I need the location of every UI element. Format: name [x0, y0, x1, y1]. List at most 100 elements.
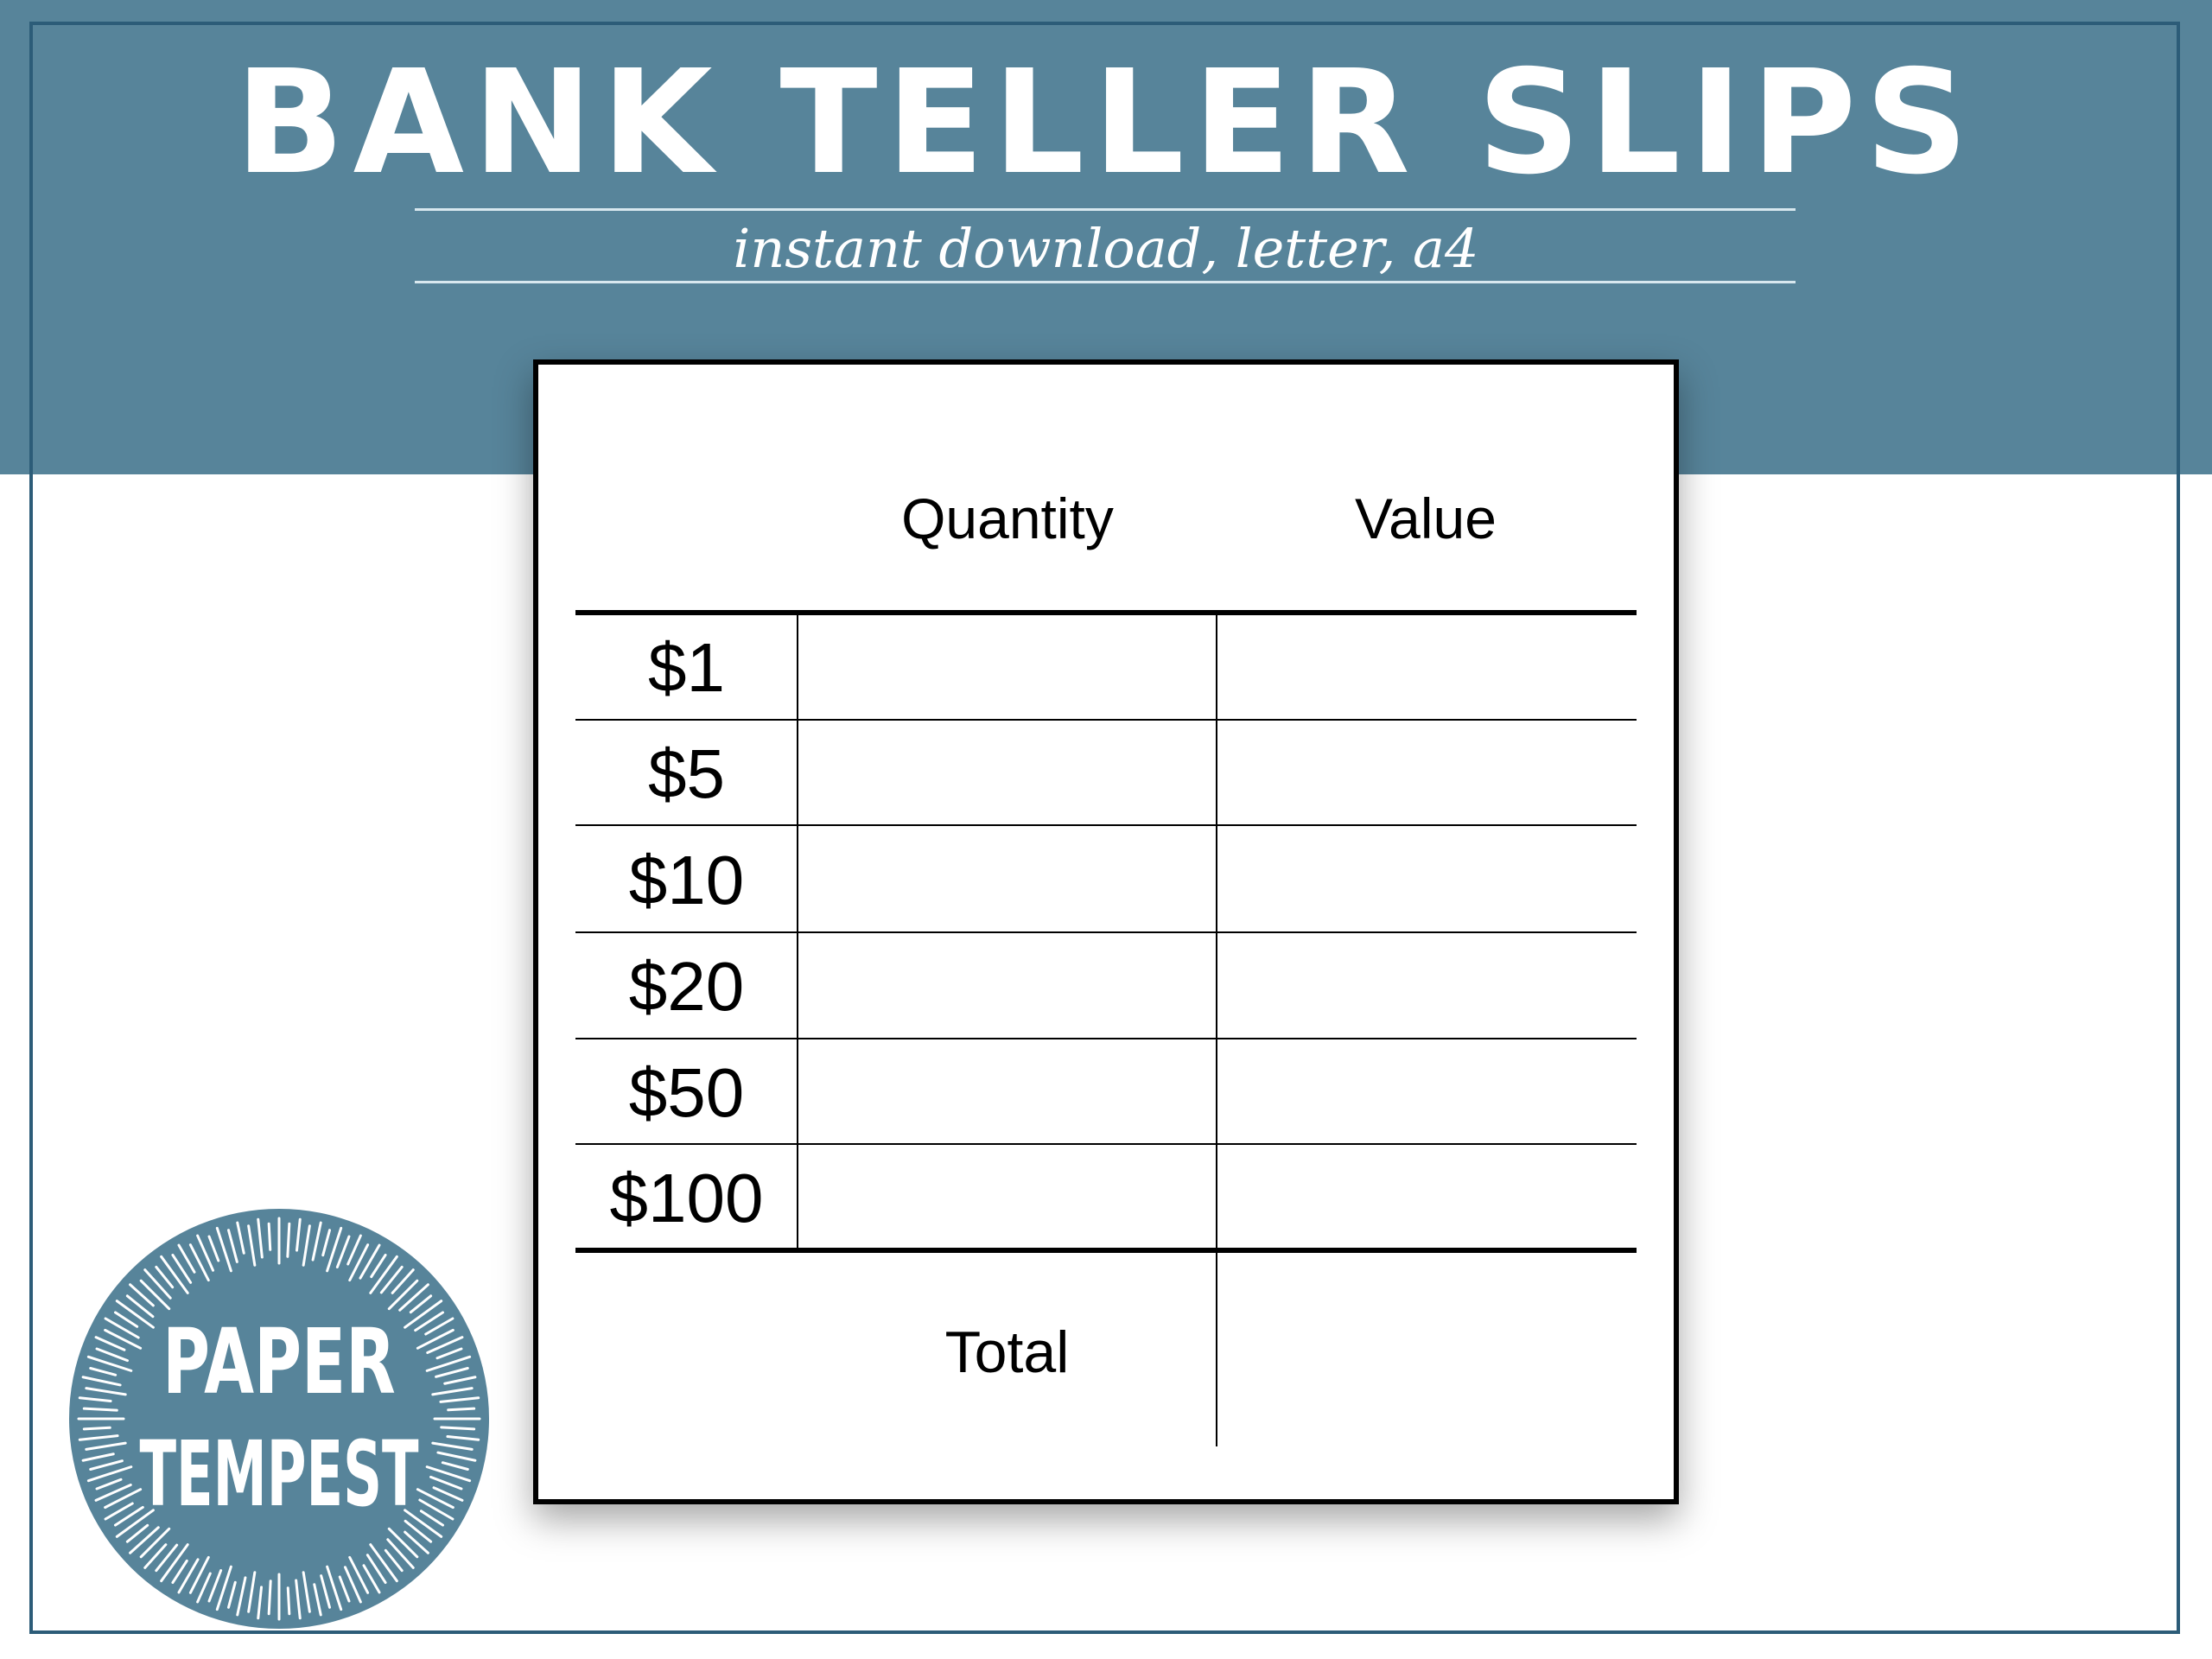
row-label-1: $1 — [648, 629, 725, 706]
row-label-10: $10 — [628, 842, 745, 918]
logo-ray — [443, 1376, 477, 1385]
logo-ray — [404, 1300, 443, 1329]
logo-ray — [387, 1527, 419, 1559]
logo-ray — [435, 1367, 469, 1378]
logo-ray — [94, 1483, 132, 1502]
logo-ray — [113, 1311, 139, 1328]
logo-ray — [416, 1328, 454, 1350]
logo-ray — [431, 1441, 474, 1451]
logo-ray — [215, 1226, 232, 1273]
logo-ray — [335, 1235, 351, 1268]
row-divider — [575, 931, 1637, 933]
table-bottom-rule — [575, 1248, 1637, 1253]
logo-ray — [267, 1580, 272, 1616]
logo-ray — [302, 1224, 311, 1267]
logo-ray — [196, 1572, 212, 1604]
logo-ray — [432, 1486, 464, 1502]
logo-ray — [143, 1268, 172, 1300]
logo-ray — [416, 1488, 454, 1510]
logo-ray — [404, 1519, 433, 1543]
logo-ray — [267, 1222, 272, 1251]
logo-ray — [440, 1426, 476, 1431]
logo-ray — [215, 1565, 232, 1611]
logo-ray — [326, 1565, 343, 1611]
logo-ray — [439, 1396, 480, 1403]
logo-ray — [104, 1502, 134, 1521]
row-label-20: $20 — [628, 948, 745, 1025]
logo-ray — [177, 1558, 200, 1594]
logo-ray — [143, 1543, 168, 1569]
logo-ray — [426, 1336, 464, 1355]
logo-ray — [386, 1538, 415, 1569]
row-divider — [575, 1143, 1637, 1145]
title-divider-top — [415, 208, 1796, 211]
logo-ray — [424, 1317, 454, 1336]
logo-ray — [326, 1226, 343, 1273]
logo-ray — [89, 1459, 124, 1471]
logo-ray — [369, 1543, 398, 1583]
logo-ray — [160, 1543, 189, 1583]
logo-ray — [409, 1294, 433, 1314]
logo-ray — [104, 1328, 143, 1350]
logo-ray — [359, 1243, 381, 1280]
logo-ray — [338, 1575, 351, 1603]
logo-ray — [139, 1527, 171, 1559]
logo-text-line2: TEMPEST — [139, 1422, 418, 1527]
logo-ray — [104, 1317, 140, 1339]
logo-ray — [320, 1574, 331, 1609]
logo-ray — [362, 1564, 381, 1594]
logo-ray — [384, 1548, 404, 1573]
row-divider — [575, 719, 1637, 721]
logo-ray — [125, 1523, 149, 1543]
logo-ray — [247, 1571, 257, 1613]
logo-ray — [236, 1576, 247, 1617]
row-label-100: $100 — [609, 1160, 764, 1236]
logo-ray — [188, 1555, 210, 1594]
logo-ray — [286, 1586, 291, 1616]
page-frame — [29, 22, 2180, 1634]
logo-ray — [404, 1530, 429, 1554]
logo-ray — [78, 1434, 119, 1441]
logo-ray — [369, 1255, 398, 1294]
logo-text-line1: PAPER — [162, 1311, 396, 1415]
logo-ray — [227, 1229, 238, 1263]
logo-ray — [441, 1461, 469, 1471]
logo-ray — [104, 1488, 143, 1510]
logo-ray — [139, 1279, 171, 1311]
column-divider — [797, 613, 798, 1250]
total-label: Total — [944, 1319, 1070, 1385]
logo-ray — [348, 1243, 370, 1282]
column-divider — [1216, 613, 1217, 1446]
logo-ray — [171, 1253, 193, 1284]
logo-ray — [343, 1566, 362, 1604]
logo-ray — [257, 1586, 264, 1620]
logo-ray — [313, 1583, 322, 1617]
logo-ray — [85, 1441, 127, 1451]
logo-ray — [155, 1265, 175, 1289]
paper-tempest-logo: PAPER TEMPEST — [69, 1209, 489, 1629]
logo-ray — [85, 1387, 127, 1396]
logo-ray — [404, 1509, 443, 1538]
logo-ray — [82, 1426, 111, 1431]
logo-ray — [419, 1510, 445, 1527]
logo-ray — [86, 1355, 133, 1372]
logo-ray — [365, 1554, 387, 1585]
logo-ray — [321, 1229, 331, 1257]
logo-ray — [398, 1283, 429, 1312]
logo-ray — [286, 1222, 291, 1258]
logo-ray — [86, 1465, 133, 1483]
logo-circle — [69, 1209, 489, 1629]
logo-ray — [414, 1311, 445, 1332]
logo-ray — [94, 1336, 126, 1351]
logo-ray — [447, 1407, 476, 1412]
page-subtitle: instant download, letter, a4 — [733, 217, 1479, 280]
logo-ray — [129, 1283, 155, 1307]
table-top-rule — [575, 610, 1637, 615]
logo-ray — [425, 1465, 472, 1483]
logo-ray — [95, 1347, 129, 1363]
logo-ray — [160, 1255, 189, 1294]
logo-ray — [435, 1347, 463, 1360]
logo-ray — [227, 1580, 237, 1609]
logo-ray — [379, 1265, 404, 1294]
column-header-value: Value — [1355, 486, 1497, 550]
